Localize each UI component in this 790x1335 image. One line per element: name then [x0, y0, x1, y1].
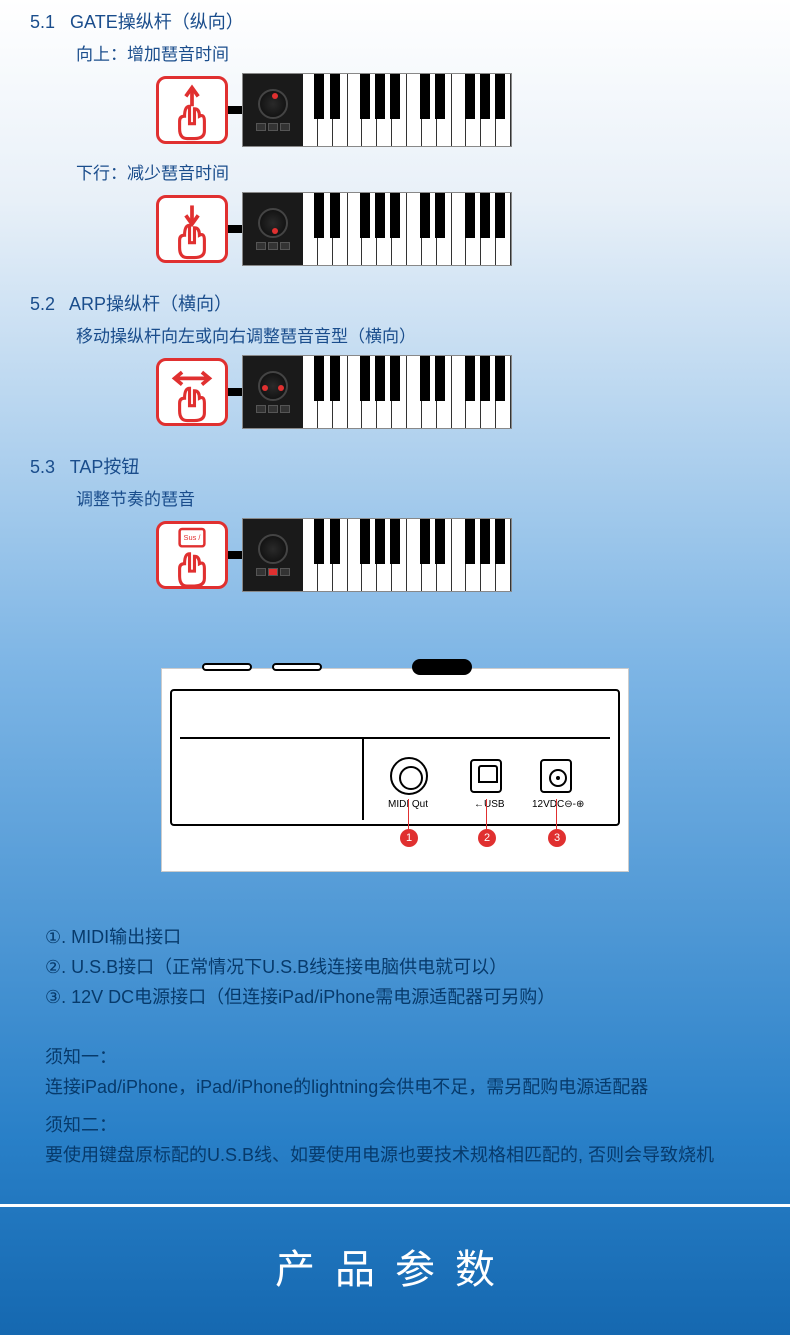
joystick-icon: [258, 371, 288, 401]
gesture-up-icon: [156, 76, 228, 144]
section-name: TAP按钮: [70, 457, 140, 477]
section-5-1: 5.1 GATE操纵杆（纵向） 向上：增加琶音时间 下行：减少琶音时间: [0, 0, 790, 282]
port-list: ①. MIDI输出接口 ②. U.S.B接口（正常情况下U.S.B线连接电脑供电…: [0, 902, 790, 1022]
notice-1-text: 连接iPad/iPhone，iPad/iPhone的lightning会供电不足…: [45, 1072, 745, 1102]
diagram-horizontal: [156, 355, 760, 429]
desc: 调整节奏的琶音: [76, 485, 760, 510]
port-badge-3: 3: [548, 829, 566, 847]
notice-1-title: 须知一：: [45, 1042, 745, 1072]
section-number: 5.3: [30, 457, 55, 477]
section-name: ARP操纵杆（横向）: [69, 294, 232, 314]
up-label: 向上：增加琶音时间: [76, 40, 760, 65]
keyboard-panel: [242, 73, 512, 147]
port-badge-1: 1: [400, 829, 418, 847]
connector: [228, 225, 242, 233]
footer-title: 产品参数: [0, 1207, 790, 1315]
port-item-1: ①. MIDI输出接口: [45, 922, 745, 952]
section-number: 5.1: [30, 12, 55, 32]
keyboard-panel: [242, 355, 512, 429]
section-title: 5.1 GATE操纵杆（纵向）: [30, 8, 760, 34]
gesture-horizontal-icon: [156, 358, 228, 426]
control-area: [243, 519, 303, 591]
connector: [228, 106, 242, 114]
section-title: 5.3 TAP按钮: [30, 453, 760, 479]
connector: [228, 388, 242, 396]
notice-2: 须知二： 要使用键盘原标配的U.S.B线、如要使用电源也要技术规格相匹配的, 否…: [0, 1106, 790, 1174]
diagram-up: [156, 73, 760, 147]
piano-keys: [303, 356, 511, 428]
port-badge-2: 2: [478, 829, 496, 847]
section-name: GATE操纵杆（纵向）: [70, 12, 244, 32]
joystick-icon: [258, 208, 288, 238]
control-area: [243, 74, 303, 146]
control-buttons: [256, 568, 290, 576]
usb-label: ←USB: [474, 799, 505, 810]
section-title: 5.2 ARP操纵杆（横向）: [30, 290, 760, 316]
section-5-2: 5.2 ARP操纵杆（横向） 移动操纵杆向左或向右调整琶音音型（横向）: [0, 282, 790, 445]
dc-label: 12VDC⊖-⊕: [532, 799, 584, 810]
notice-2-text: 要使用键盘原标配的U.S.B线、如要使用电源也要技术规格相匹配的, 否则会导致烧…: [45, 1140, 745, 1170]
notice-1: 须知一： 连接iPad/iPhone，iPad/iPhone的lightning…: [0, 1038, 790, 1106]
control-buttons: [256, 405, 290, 413]
joystick-icon: [258, 89, 288, 119]
dc-port-icon: [540, 759, 572, 793]
connector: [228, 551, 242, 559]
port-item-2: ②. U.S.B接口（正常情况下U.S.B线连接电脑供电就可以）: [45, 952, 745, 982]
gesture-tap-icon: Sus /: [156, 521, 228, 589]
notice-2-title: 须知二：: [45, 1110, 745, 1140]
ports-diagram: MIDI Qut ←USB 12VDC⊖-⊕ 1 2 3: [161, 668, 629, 872]
keyboard-panel: [242, 192, 512, 266]
port-item-3: ③. 12V DC电源接口（但连接iPad/iPhone需电源适配器可另购）: [45, 982, 745, 1012]
tap-button-label: Sus /: [184, 533, 202, 542]
diagram-tap: Sus /: [156, 518, 760, 592]
down-label: 下行：减少琶音时间: [76, 159, 760, 184]
section-number: 5.2: [30, 294, 55, 314]
piano-keys: [303, 74, 511, 146]
control-buttons: [256, 242, 290, 250]
desc: 移动操纵杆向左或向右调整琶音音型（横向）: [76, 322, 760, 347]
diagram-down: [156, 192, 760, 266]
piano-keys: [303, 193, 511, 265]
joystick-icon: [258, 534, 288, 564]
control-buttons: [256, 123, 290, 131]
keyboard-panel: [242, 518, 512, 592]
usb-port-icon: [470, 759, 502, 793]
midi-port-icon: [390, 757, 428, 795]
piano-keys: [303, 519, 511, 591]
section-5-3: 5.3 TAP按钮 调整节奏的琶音 Sus /: [0, 445, 790, 608]
control-area: [243, 193, 303, 265]
gesture-down-icon: [156, 195, 228, 263]
control-area: [243, 356, 303, 428]
